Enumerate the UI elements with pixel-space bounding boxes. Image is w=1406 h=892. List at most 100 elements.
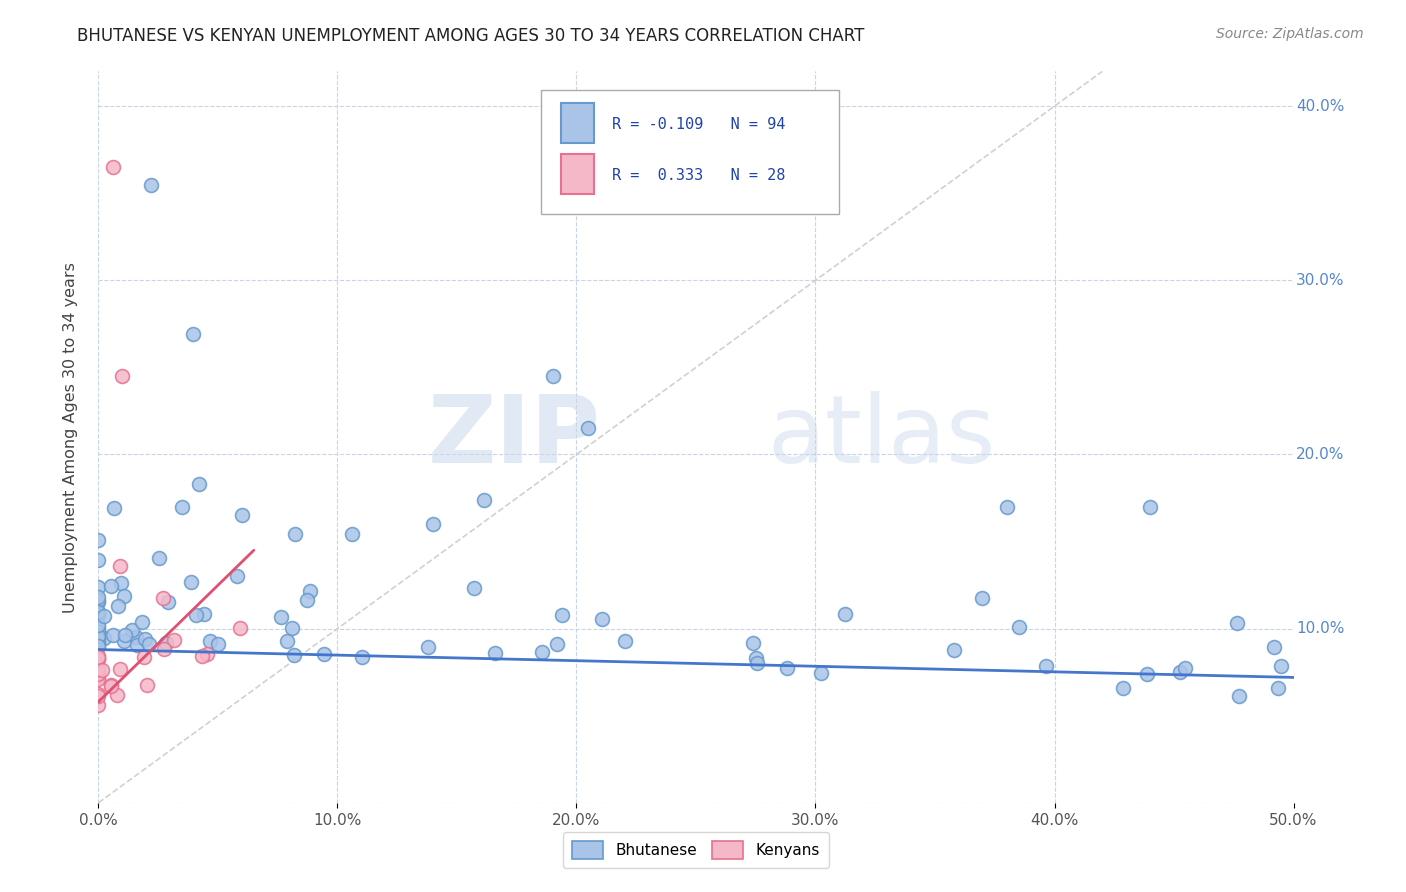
Point <box>187 477 209 491</box>
Point <box>100 678 122 692</box>
Point <box>578 421 600 435</box>
Point <box>127 639 149 653</box>
Point <box>87 637 110 651</box>
Point <box>87 607 110 621</box>
Point <box>100 680 122 694</box>
Point <box>152 591 174 606</box>
Point <box>87 593 110 607</box>
Point <box>131 615 153 629</box>
Point <box>87 581 110 595</box>
Point <box>87 605 110 619</box>
Point <box>134 632 156 647</box>
Text: 30.0%: 30.0% <box>1296 273 1344 288</box>
Point <box>181 327 204 342</box>
Point <box>91 664 114 678</box>
Point <box>742 636 765 650</box>
Point <box>422 517 444 532</box>
Point <box>193 607 215 622</box>
Text: Source: ZipAtlas.com: Source: ZipAtlas.com <box>1216 27 1364 41</box>
Point <box>172 500 194 514</box>
Point <box>207 637 229 651</box>
Point <box>87 666 110 681</box>
Text: BHUTANESE VS KENYAN UNEMPLOYMENT AMONG AGES 30 TO 34 YEARS CORRELATION CHART: BHUTANESE VS KENYAN UNEMPLOYMENT AMONG A… <box>77 27 865 45</box>
Point <box>299 584 322 599</box>
Point <box>1139 500 1161 514</box>
Point <box>101 160 124 174</box>
Point <box>87 698 110 712</box>
Point <box>93 609 115 624</box>
Point <box>87 649 110 664</box>
Point <box>101 628 124 642</box>
Point <box>1226 616 1249 631</box>
Point <box>484 646 506 660</box>
Point <box>1035 658 1057 673</box>
Point <box>226 568 249 582</box>
Point <box>134 649 156 664</box>
Point <box>87 690 110 704</box>
Point <box>114 628 136 642</box>
FancyBboxPatch shape <box>541 90 839 214</box>
Point <box>613 634 636 648</box>
Point <box>281 622 304 636</box>
Point <box>112 589 135 603</box>
Point <box>87 595 110 609</box>
Point <box>87 672 110 686</box>
Point <box>312 647 335 661</box>
Point <box>776 661 799 675</box>
Point <box>198 633 221 648</box>
Point <box>191 648 214 663</box>
Point <box>276 634 298 648</box>
Point <box>295 592 318 607</box>
Point <box>541 369 564 384</box>
Point <box>472 493 495 508</box>
Point <box>1263 640 1285 654</box>
Text: atlas: atlas <box>768 391 995 483</box>
Point <box>163 632 186 647</box>
Point <box>87 590 110 604</box>
Point <box>995 500 1018 514</box>
Point <box>87 606 110 620</box>
Point <box>87 634 110 648</box>
Point <box>87 639 110 653</box>
Point <box>87 687 110 701</box>
Point <box>138 637 160 651</box>
Point <box>87 607 110 622</box>
Point <box>943 643 966 657</box>
Point <box>1136 666 1159 681</box>
Point <box>463 581 485 595</box>
Point <box>1270 659 1292 673</box>
Point <box>87 670 110 684</box>
Bar <box>561 154 595 194</box>
Point <box>197 647 219 661</box>
Text: R =  0.333   N = 28: R = 0.333 N = 28 <box>613 168 786 183</box>
Point <box>108 558 131 573</box>
Point <box>153 642 176 657</box>
Point <box>1267 681 1289 695</box>
Point <box>834 607 856 621</box>
Legend: Bhutanese, Kenyans: Bhutanese, Kenyans <box>564 832 828 868</box>
Point <box>121 624 143 638</box>
Point <box>231 508 253 523</box>
Point <box>139 178 162 192</box>
Point <box>136 678 159 692</box>
Point <box>551 607 574 622</box>
Point <box>87 617 110 632</box>
Point <box>93 631 115 645</box>
Point <box>180 575 202 590</box>
Text: 10.0%: 10.0% <box>1296 621 1344 636</box>
Point <box>103 501 125 516</box>
Point <box>111 369 134 384</box>
Point <box>418 640 440 655</box>
Text: R = -0.109   N = 94: R = -0.109 N = 94 <box>613 117 786 131</box>
Point <box>1168 665 1191 679</box>
Point <box>229 621 252 635</box>
Point <box>125 630 148 644</box>
Point <box>186 608 208 623</box>
Point <box>87 625 110 640</box>
Point <box>148 551 170 566</box>
Point <box>155 636 177 650</box>
Point <box>87 662 110 676</box>
Point <box>546 637 568 651</box>
Point <box>87 629 110 643</box>
Text: 40.0%: 40.0% <box>1296 99 1344 113</box>
